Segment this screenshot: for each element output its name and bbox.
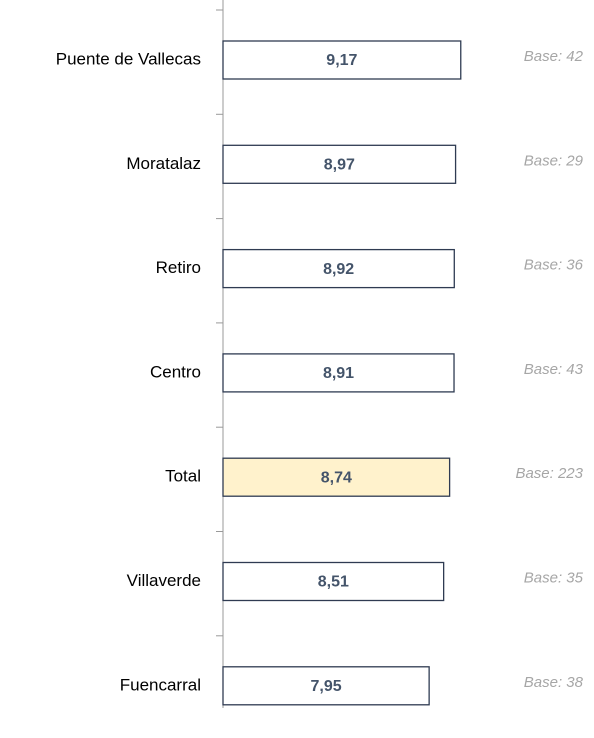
base-annotation: Base: 36 xyxy=(524,257,584,274)
category-label: Centro xyxy=(150,362,201,381)
base-annotation: Base: 42 xyxy=(524,48,584,65)
bar xyxy=(222,144,457,184)
category-label: Retiro xyxy=(156,258,201,277)
category-label: Fuencarral xyxy=(120,675,201,694)
bar xyxy=(222,248,455,289)
category-label: Puente de Vallecas xyxy=(56,49,201,68)
category-label: Total xyxy=(165,467,201,486)
base-annotation: Base: 35 xyxy=(524,569,584,586)
value-label: 8,74 xyxy=(321,469,352,486)
value-label: 8,92 xyxy=(323,261,354,278)
base-annotation: Base: 223 xyxy=(515,465,583,482)
category-label: Villaverde xyxy=(127,571,201,590)
value-label: 9,17 xyxy=(326,52,357,69)
bar xyxy=(222,40,462,80)
bar xyxy=(222,457,451,497)
value-label: 8,91 xyxy=(323,365,354,382)
base-annotation: Base: 29 xyxy=(524,152,584,169)
bar xyxy=(222,561,445,602)
value-label: 7,95 xyxy=(310,678,341,695)
bar xyxy=(222,666,430,706)
value-label: 8,97 xyxy=(324,157,355,174)
value-label: 8,51 xyxy=(318,574,349,591)
category-label: Moratalaz xyxy=(126,154,201,173)
bar xyxy=(222,353,455,393)
base-annotation: Base: 43 xyxy=(524,361,584,378)
base-annotation: Base: 38 xyxy=(524,674,584,691)
